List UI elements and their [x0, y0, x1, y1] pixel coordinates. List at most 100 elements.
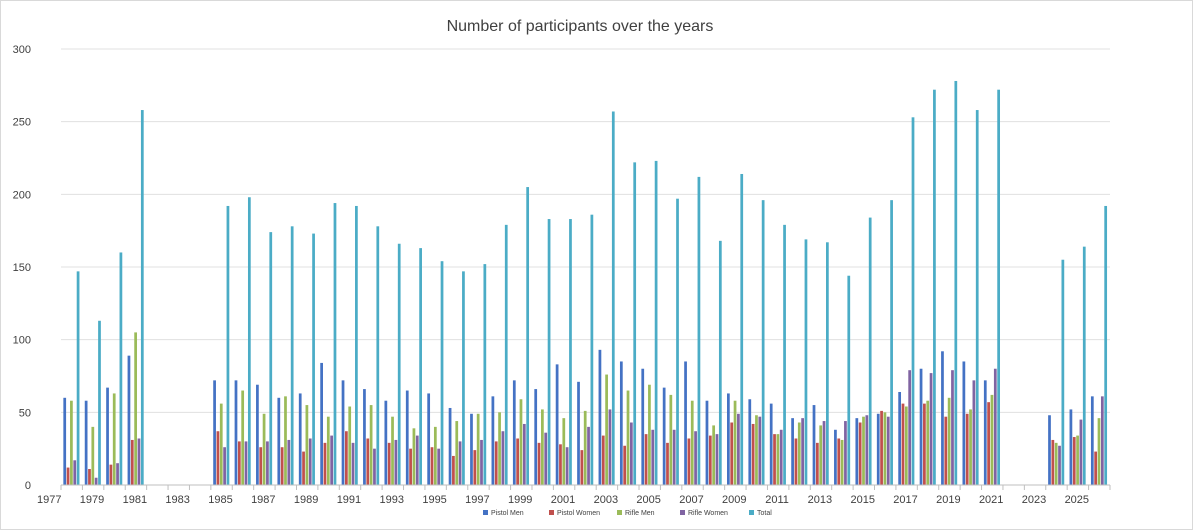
bar-pistol-women — [430, 447, 434, 485]
bar-total — [504, 224, 508, 485]
bar-rifle-men — [70, 400, 73, 485]
bar-rifle-women — [929, 373, 933, 485]
bar-rifle-men — [91, 426, 95, 485]
bar-rifle-men — [690, 400, 694, 485]
bar-pistol-men — [962, 361, 966, 485]
bar-pistol-men — [213, 380, 216, 485]
bar-rifle-men — [455, 421, 459, 485]
bar-pistol-women — [644, 434, 648, 485]
bar-total — [804, 239, 808, 485]
x-tick-label: 2005 — [636, 494, 660, 506]
bar-pistol-women — [837, 438, 841, 485]
x-tick-label: 1981 — [123, 494, 147, 506]
bar-total — [633, 162, 637, 486]
bar-rifle-women — [94, 477, 98, 485]
bar-pistol-women — [965, 413, 969, 485]
bar-rifle-men — [262, 413, 266, 485]
bar-rifle-men — [776, 434, 780, 485]
bar-pistol-men — [363, 389, 366, 485]
bar-rifle-women — [801, 418, 804, 485]
bar-rifle-men — [1054, 442, 1058, 485]
bar-total — [890, 200, 893, 485]
bar-rifle-women — [266, 441, 269, 485]
bar-pistol-men — [427, 393, 431, 485]
bar-rifle-women — [758, 416, 762, 485]
bar-rifle-women — [137, 438, 141, 485]
bar-total — [654, 160, 658, 485]
bar-total — [761, 200, 765, 485]
bar-pistol-women — [387, 442, 391, 485]
bar-pistol-men — [919, 368, 923, 485]
bar-rifle-men — [541, 409, 544, 485]
bar-pistol-men — [641, 368, 645, 485]
bar-pistol-women — [216, 431, 220, 485]
bar-pistol-men — [769, 403, 773, 485]
bar-pistol-men — [684, 361, 687, 485]
bar-total — [397, 243, 401, 485]
bar-total — [590, 214, 594, 485]
bar-rifle-men — [669, 394, 673, 485]
bar-total — [140, 110, 144, 485]
bar-rifle-women — [715, 434, 719, 485]
y-tick-label: 0 — [25, 480, 31, 492]
bar-pistol-women — [302, 451, 305, 485]
bar-total — [247, 197, 251, 486]
bar-pistol-women — [280, 447, 284, 485]
bar-rifle-women — [1079, 419, 1083, 485]
legend-swatch-pistol-men — [483, 510, 488, 515]
bar-pistol-men — [1048, 415, 1051, 485]
bar-pistol-men — [512, 380, 516, 485]
legend-swatch-total — [749, 510, 754, 515]
bar-pistol-men — [834, 429, 837, 485]
bar-rifle-men — [605, 374, 608, 485]
bar-pistol-women — [901, 403, 905, 485]
bar-pistol-men — [898, 391, 902, 485]
bar-total — [526, 187, 530, 486]
bar-rifle-women — [672, 429, 676, 485]
bar-total — [1061, 259, 1065, 485]
bar-pistol-men — [106, 387, 109, 485]
bar-pistol-men — [941, 351, 944, 485]
bar-total — [419, 248, 422, 485]
x-tick-label: 1987 — [251, 494, 275, 506]
bar-rifle-women — [116, 463, 119, 485]
bar-total — [975, 110, 979, 485]
bar-rifle-men — [926, 400, 930, 485]
x-axis — [60, 484, 1111, 490]
bar-pistol-women — [601, 435, 605, 485]
bar-pistol-women — [1072, 437, 1076, 485]
bar-pistol-men — [127, 355, 131, 485]
bar-pistol-men — [277, 397, 281, 485]
bar-pistol-men — [727, 393, 730, 485]
bar-pistol-men — [748, 399, 752, 485]
bar-pistol-women — [452, 455, 455, 485]
bar-pistol-women — [1051, 439, 1055, 485]
bar-pistol-women — [858, 422, 862, 485]
bar-pistol-women — [708, 435, 712, 485]
bar-rifle-women — [458, 441, 462, 485]
bar-pistol-women — [580, 450, 584, 485]
bar-pistol-men — [384, 400, 388, 485]
bar-rifle-men — [819, 425, 823, 485]
bar-pistol-women — [815, 442, 819, 485]
bar-rifle-men — [862, 416, 865, 485]
bar-pistol-men — [812, 405, 816, 485]
bar-pistol-women — [409, 448, 412, 485]
y-tick-label: 200 — [13, 189, 31, 201]
bar-pistol-men — [598, 349, 602, 485]
bar-rifle-women — [394, 439, 398, 485]
bar-pistol-men — [662, 387, 666, 485]
bar-total — [98, 320, 101, 485]
x-tick-label: 2017 — [893, 494, 917, 506]
bar-pistol-men — [298, 393, 302, 485]
bar-total — [911, 117, 915, 485]
bar-rifle-women — [779, 429, 783, 485]
bar-pistol-men — [855, 418, 859, 485]
x-tick-label: 1977 — [37, 494, 61, 506]
x-tick-label: 2021 — [979, 494, 1003, 506]
legend: Pistol Men Pistol Women Rifle Men Rifle Wom… — [483, 510, 772, 517]
x-tick-label: 2003 — [594, 494, 618, 506]
bar-rifle-men — [990, 394, 994, 485]
bar-pistol-men — [341, 380, 345, 485]
